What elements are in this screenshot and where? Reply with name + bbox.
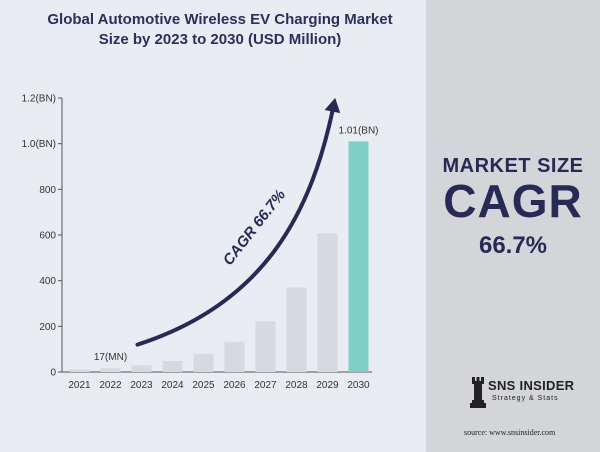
y-tick-label: 0 [50,368,56,379]
bar-chart: 0 200 400 600 800 1.0(BN) 1.2(BN) 2021 2022 2023 2… [22,94,379,392]
y-tick-label: 1.2(BN) [22,94,56,105]
source-note: source: www.snsinsider.com [464,428,556,437]
x-tick-label: 2025 [192,380,215,391]
chess-rook-icon [470,377,486,408]
x-tick-label: 2022 [99,380,122,391]
x-tick-label: 2030 [347,380,370,391]
bar-2023 [131,365,152,372]
y-tick-label: 600 [39,231,56,242]
data-label-2030: 1.01(BN) [338,125,378,136]
x-tick-label: 2024 [161,380,184,391]
bar-2022 [100,368,121,372]
brand-tagline: Strategy & Stats [492,395,559,402]
summary-panel [426,0,600,452]
brand-logo: SNS INSIDER Strategy & Stats [470,376,580,410]
cagr-arrow-head [324,97,341,114]
chart-bars [69,141,369,372]
x-tick-label: 2021 [68,380,91,391]
x-tick-label: 2027 [254,380,277,391]
cagr-annotation: CAGR 66.7% [220,187,289,269]
chart-title-line-2: Size by 2023 to 2030 (USD Million) [98,31,342,48]
y-tick-label: 400 [39,276,56,287]
x-tick-label: 2028 [285,380,308,391]
chart-title: Global Automotive Wireless EV Charging M… [20,10,420,50]
cagr-label: CAGR [443,175,583,227]
y-tick-label: 800 [39,185,56,196]
bar-2027 [255,321,276,372]
cagr-value: 66.7% [478,232,548,259]
bar-2029 [317,233,338,372]
bar-2028 [286,287,307,372]
brand-name: SNS INSIDER [488,378,575,393]
bar-2026 [224,341,245,372]
bar-2021 [69,369,90,372]
y-tick-label: 200 [39,322,56,333]
bar-2024 [162,361,183,372]
x-tick-label: 2026 [223,380,246,391]
cagr-arrow-line [135,101,336,347]
data-label-2022: 17(MN) [94,352,127,363]
x-tick-label: 2023 [130,380,153,391]
x-tick-label: 2029 [316,380,339,391]
bar-2030 [348,141,369,372]
y-tick-label: 1.0(BN) [22,139,56,150]
market-size-label: MARKET SIZE [442,155,584,177]
chart-title-line-1: Global Automotive Wireless EV Charging M… [47,11,393,28]
bar-2025 [193,353,214,372]
cagr-arrow [135,97,341,347]
